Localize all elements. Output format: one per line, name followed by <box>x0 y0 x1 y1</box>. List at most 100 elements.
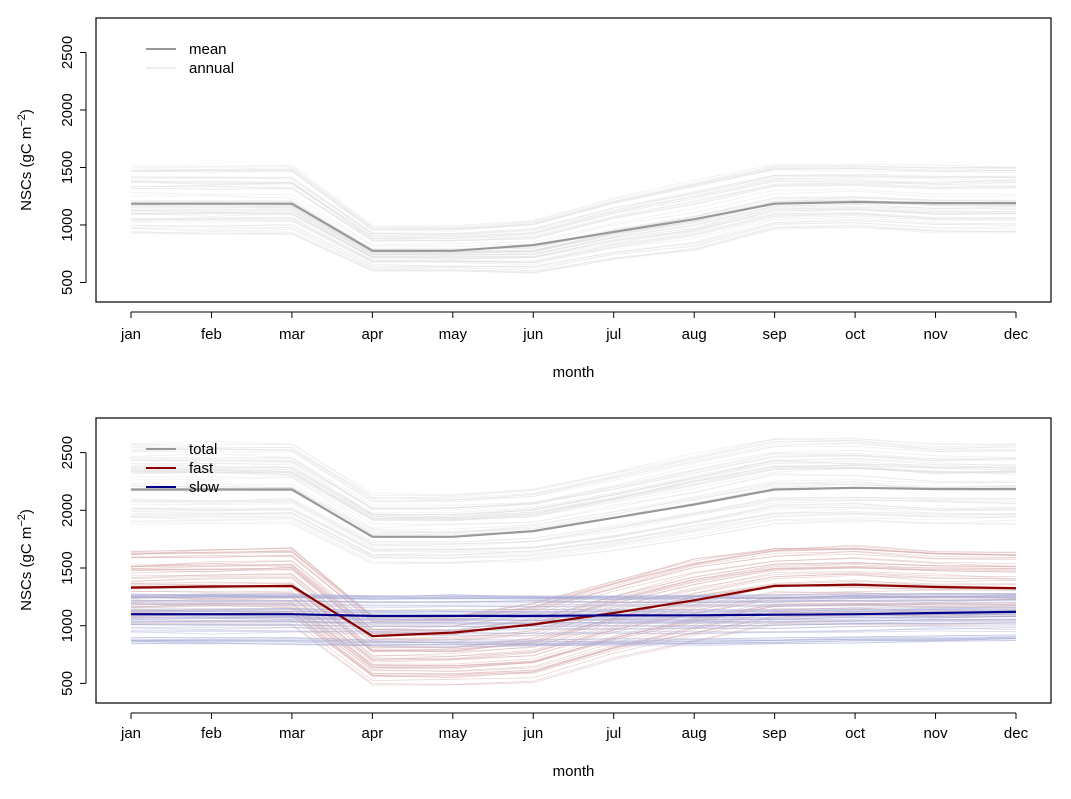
annual-trace-line <box>130 619 1017 625</box>
annual-trace-line <box>130 624 1017 630</box>
x-tick-label: aug <box>682 725 707 742</box>
series-line-mean <box>131 200 1016 252</box>
annual-trace-line <box>130 481 1017 535</box>
annual-trace-line <box>130 168 1017 231</box>
annual-trace-line <box>130 516 1017 559</box>
y-axis: 500 1000 1500 2000 2500 <box>59 436 87 696</box>
annual-trace-line <box>130 623 1017 686</box>
annual-trace-line <box>130 466 1017 520</box>
annual-trace-line <box>130 594 1017 597</box>
legend: total fast slow <box>146 441 219 496</box>
annual-trace-line <box>130 547 1017 619</box>
annual-trace-line <box>130 226 1016 274</box>
annual-trace-line <box>131 618 1017 624</box>
annual-trace-line <box>130 564 1017 633</box>
annual-trace-line <box>130 220 1017 268</box>
annual-trace-line <box>130 566 1017 637</box>
annual-trace-line <box>130 504 1017 551</box>
annual-trace-line <box>130 634 1017 641</box>
annual-trace-line <box>130 562 1017 632</box>
annual-trace-line <box>130 175 1017 236</box>
annual-trace-line <box>130 506 1017 551</box>
annual-trace-line <box>130 608 1017 672</box>
annual-trace-line <box>130 460 1016 516</box>
annual-trace-line <box>130 562 1017 632</box>
annual-trace-line <box>130 226 1017 274</box>
annual-trace-line <box>130 165 1017 228</box>
annual-trace-line <box>130 607 1017 611</box>
annual-trace-line <box>130 616 1017 622</box>
annual-trace-line <box>130 622 1017 685</box>
annual-trace-line <box>130 519 1017 564</box>
annual-trace-line <box>130 603 1017 667</box>
x-tick-label: apr <box>362 326 384 343</box>
annual-trace-line <box>130 207 1017 258</box>
annual-trace-line <box>131 622 1017 627</box>
annual-trace-line <box>130 566 1017 635</box>
annual-trace-line <box>130 610 1017 615</box>
annual-trace-line <box>130 503 1017 551</box>
annual-trace-line <box>130 603 1017 667</box>
x-tick-label: dec <box>1004 725 1029 742</box>
y-tick-label: 500 <box>59 270 76 295</box>
annual-trace-line <box>130 438 1017 496</box>
annual-trace-line <box>130 596 1017 600</box>
legend-label-annual: annual <box>189 60 234 77</box>
annual-trace-line <box>130 455 1017 509</box>
annual-trace-line <box>130 213 1016 264</box>
annual-trace-line <box>130 511 1017 557</box>
annual-trace-line <box>130 169 1017 232</box>
x-tick-label: sep <box>763 326 787 343</box>
annual-trace-line <box>130 636 1017 644</box>
annual-trace-line <box>131 638 1017 645</box>
annual-trace-line <box>130 466 1017 519</box>
chart-panel-2: 500 1000 1500 2000 2500 jan feb mar apr may jun jul… <box>16 417 1052 780</box>
annual-trace-line <box>130 573 1017 643</box>
annual-trace-line <box>130 590 1017 657</box>
annual-trace-line <box>130 207 1017 258</box>
annual-trace-line <box>130 177 1017 237</box>
annual-trace-line <box>131 174 1016 235</box>
legend-label-fast: fast <box>189 460 214 477</box>
y-tick-label: 1500 <box>59 151 76 184</box>
annual-trace-line <box>130 163 1017 227</box>
x-tick-label: jul <box>605 326 621 343</box>
chart-panel-1: 500 1000 1500 2000 2500 jan feb mar apr may jun jul… <box>16 17 1052 381</box>
annual-trace-line <box>130 558 1017 631</box>
annual-trace-line <box>130 602 1017 606</box>
annual-trace-line <box>130 443 1017 501</box>
annual-trace-line <box>130 458 1017 514</box>
x-tick-label: dec <box>1004 326 1029 343</box>
annual-trace-line <box>130 459 1017 518</box>
annual-trace-line <box>130 593 1017 661</box>
x-tick-label: feb <box>201 725 222 742</box>
annual-trace-line <box>130 604 1017 668</box>
annual-trace-line <box>130 637 1017 646</box>
y-axis-title: NSCs (gC m−2) <box>16 109 35 211</box>
annual-trace-line <box>130 596 1017 600</box>
annual-trace-line <box>130 514 1017 559</box>
annual-trace-line <box>130 511 1017 556</box>
annual-trace-line <box>130 483 1017 534</box>
annual-trace-line <box>130 467 1017 522</box>
annual-trace-line <box>130 594 1017 599</box>
y-tick-label: 2000 <box>59 494 76 527</box>
y-tick-label: 2000 <box>59 93 76 126</box>
annual-trace-line <box>131 634 1017 641</box>
series-line-total <box>131 486 1016 538</box>
y-axis-title-tail: ) <box>18 509 35 514</box>
annual-trace-line <box>130 594 1017 599</box>
annual-trace-line <box>130 507 1017 556</box>
annual-trace-line <box>130 592 1017 657</box>
x-tick-label: apr <box>362 725 384 742</box>
annual-trace-line <box>130 176 1017 238</box>
annual-trace-line <box>130 512 1017 556</box>
annual-trace-line <box>130 167 1017 230</box>
annual-trace-line <box>130 179 1017 240</box>
y-axis-title-exponent: −2 <box>16 514 28 527</box>
annual-trace-line <box>130 620 1017 626</box>
annual-trace-line <box>130 209 1017 260</box>
annual-trace-line <box>130 562 1017 631</box>
